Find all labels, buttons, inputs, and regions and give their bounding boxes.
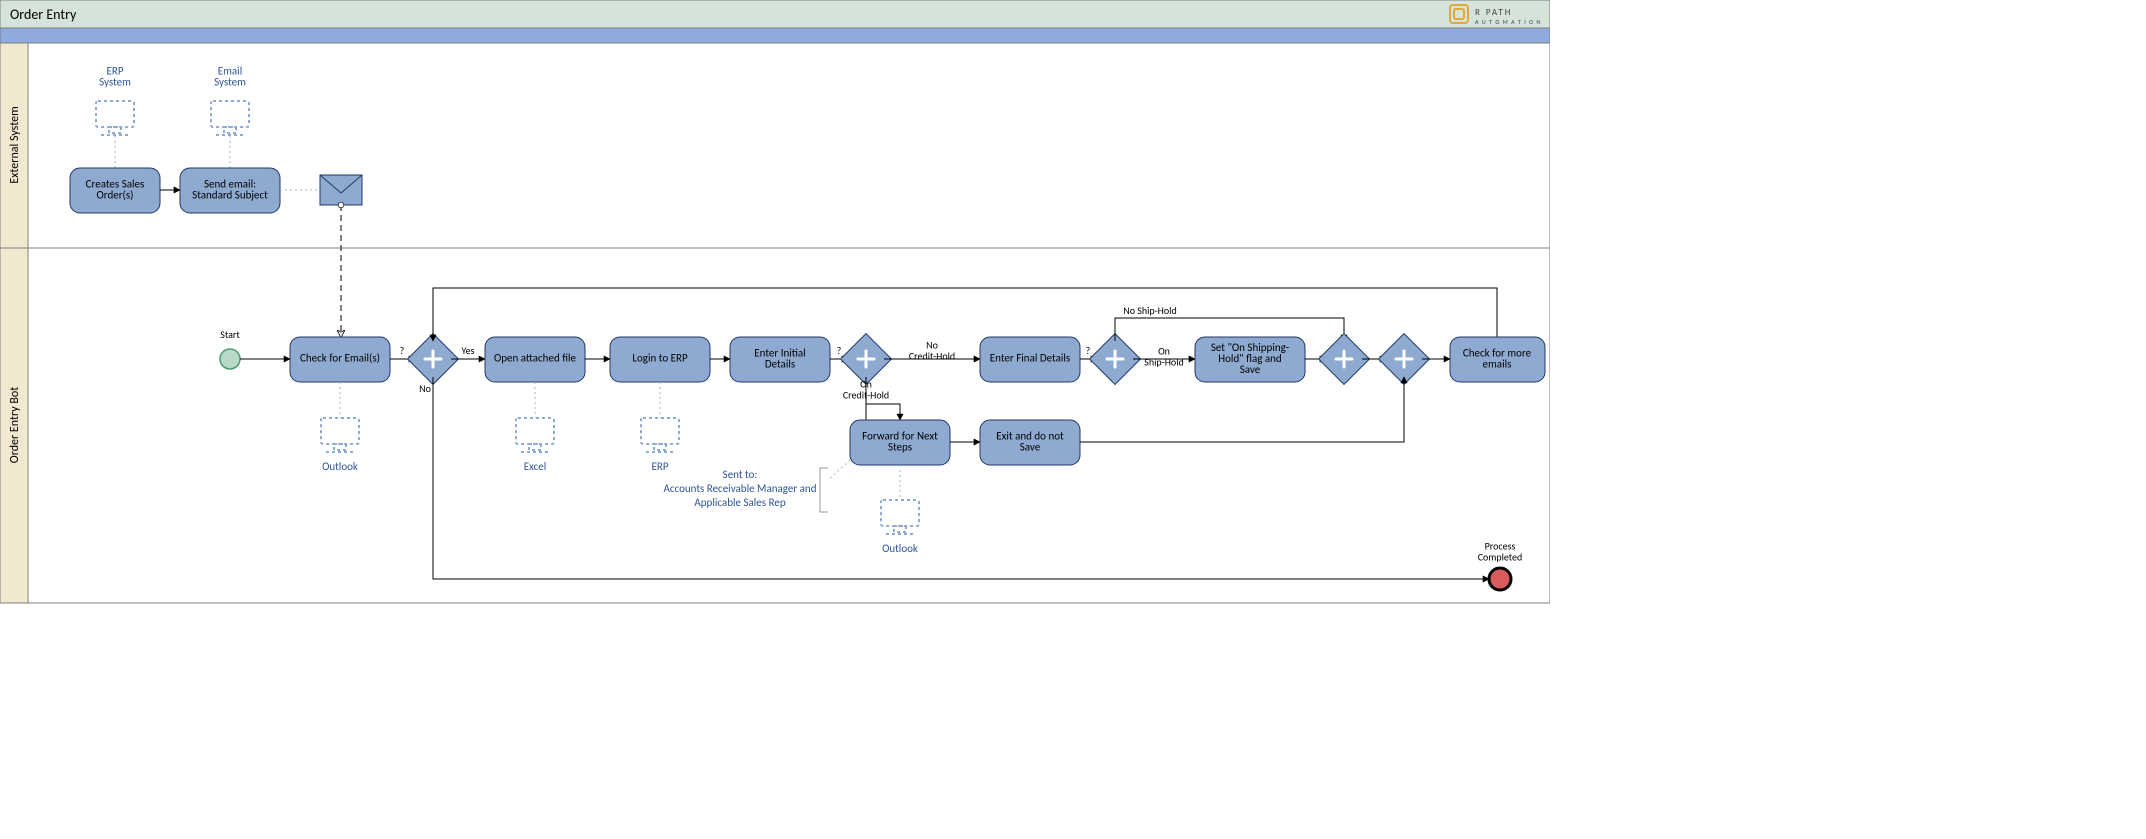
lane-bot: Order Entry Bot: [0, 248, 1550, 603]
label-no: No: [419, 382, 431, 395]
svg-text:Sent to:: Sent to:: [723, 468, 758, 481]
svg-text:Open attached file: Open attached file: [494, 352, 577, 365]
label-q-2: ?: [837, 344, 842, 357]
task-open-file: Open attached file: [485, 337, 585, 382]
svg-text:Enter Final Details: Enter Final Details: [990, 352, 1070, 365]
task-set-ship-flag: Set "On Shipping-Hold" flag andSave: [1195, 337, 1305, 382]
svg-text:Excel: Excel: [524, 460, 547, 473]
label-q-1: ?: [400, 344, 405, 357]
svg-text:R PATH: R PATH: [1475, 7, 1512, 18]
pool-header: [0, 0, 1550, 28]
svg-text:Login to ERP: Login to ERP: [632, 352, 688, 365]
svg-text:Start: Start: [220, 328, 240, 341]
svg-text:Accounts Receivable Manager an: Accounts Receivable Manager and: [664, 482, 817, 495]
svg-text:Applicable Sales Rep: Applicable Sales Rep: [694, 496, 785, 509]
task-exit-no-save: Exit and do notSave: [980, 420, 1080, 465]
task-send-email: Send email:Standard Subject: [180, 168, 280, 213]
label-yes: Yes: [461, 344, 474, 357]
svg-text:Check for Email(s): Check for Email(s): [300, 352, 380, 365]
label-q-3: ?: [1086, 344, 1091, 357]
svg-text:EmailSystem: EmailSystem: [214, 65, 246, 89]
pool-title: Order Entry: [10, 6, 77, 23]
task-login-erp: Login to ERP: [610, 337, 710, 382]
svg-text:Outlook: Outlook: [322, 460, 358, 473]
task-check-more: Check for moreemails: [1450, 337, 1545, 382]
task-enter-final: Enter Final Details: [980, 337, 1080, 382]
task-forward-next: Forward for NextSteps: [850, 420, 950, 465]
task-enter-initial: Enter InitialDetails: [730, 337, 830, 382]
task-create-sales-order: Creates SalesOrder(s): [70, 168, 160, 213]
svg-text:Outlook: Outlook: [882, 542, 918, 555]
label-no-ship: No Ship-Hold: [1123, 304, 1177, 317]
svg-text:External System: External System: [8, 106, 22, 183]
pool-subheader: [0, 28, 1550, 43]
svg-text:ERP: ERP: [651, 460, 668, 473]
order-entry-diagram: Order Entry R PATH A U T O M A T I O N E…: [0, 0, 1550, 610]
envelope-icon: [320, 175, 362, 205]
svg-text:A U T O M A T I O N: A U T O M A T I O N: [1475, 18, 1541, 26]
svg-text:Order Entry Bot: Order Entry Bot: [8, 387, 22, 463]
task-check-emails: Check for Email(s): [290, 337, 390, 382]
